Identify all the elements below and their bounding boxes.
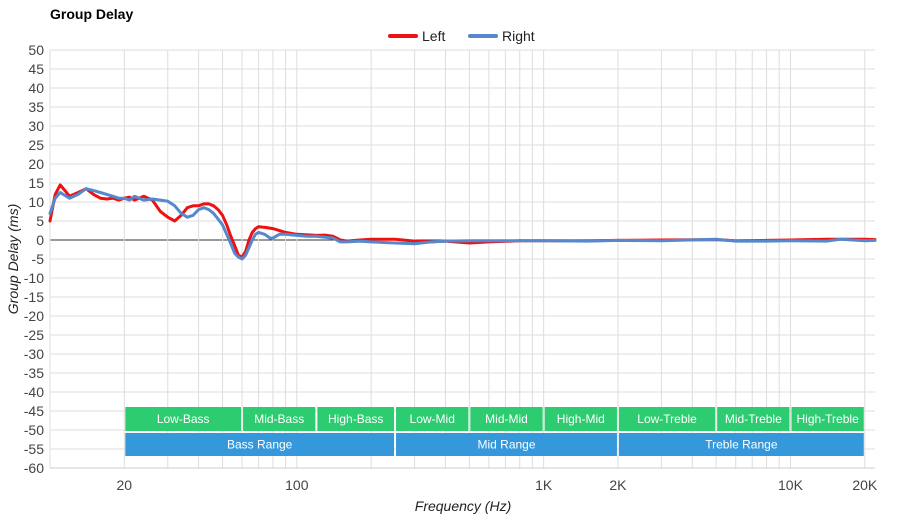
y-tick-label: -20 xyxy=(24,308,44,324)
x-tick-label: 2K xyxy=(609,477,627,493)
x-tick-label: 100 xyxy=(285,477,309,493)
frequency-ranges: Low-Bass Mid-Bass High-Bass Low-Mid Mid-Mid H… xyxy=(125,407,864,456)
sub-range-band-label: Low-Mid xyxy=(410,412,455,426)
y-tick-label: -35 xyxy=(24,365,44,381)
legend[interactable]: Left Right xyxy=(388,28,535,44)
sub-range-band-label: High-Mid xyxy=(557,412,605,426)
series xyxy=(48,183,877,261)
sub-range-band-label: Low-Bass xyxy=(157,412,210,426)
y-tick-label: 50 xyxy=(28,42,44,58)
sub-range-band-label: Mid-Treble xyxy=(725,412,782,426)
y-tick-label: 45 xyxy=(28,61,44,77)
y-tick-label: 20 xyxy=(28,156,44,172)
sub-range-band xyxy=(717,407,790,431)
legend-item-right[interactable]: Right xyxy=(468,28,535,44)
y-tick-label: 35 xyxy=(28,99,44,115)
sub-range-band-label: High-Bass xyxy=(328,412,383,426)
series-line-right xyxy=(48,187,877,261)
y-axis-title: Group Delay (ms) xyxy=(5,204,21,314)
main-range-band xyxy=(618,433,864,456)
y-tick-label: -15 xyxy=(24,289,44,305)
y-axis-ticks: 50454035302520151050-5-10-15-20-25-30-35… xyxy=(24,42,44,476)
sub-range-band-label: High-Treble xyxy=(797,412,860,426)
main-range-band-label: Treble Range xyxy=(705,438,778,452)
sub-range-band-label: Low-Treble xyxy=(637,412,697,426)
y-tick-label: -10 xyxy=(24,270,44,286)
y-tick-label: 15 xyxy=(28,175,44,191)
y-tick-label: 30 xyxy=(28,118,44,134)
y-tick-label: -45 xyxy=(24,403,44,419)
main-range-band-label: Mid Range xyxy=(477,438,535,452)
y-tick-label: 5 xyxy=(36,213,44,229)
x-tick-label: 1K xyxy=(535,477,553,493)
x-axis-title: Frequency (Hz) xyxy=(415,498,511,514)
legend-item-left[interactable]: Left xyxy=(388,28,445,44)
sub-range-band xyxy=(544,407,617,431)
y-tick-label: -5 xyxy=(32,251,45,267)
sub-range-band xyxy=(618,407,716,431)
sub-range-band xyxy=(243,407,316,431)
y-tick-label: 40 xyxy=(28,80,44,96)
y-tick-label: -55 xyxy=(24,441,44,457)
x-tick-label: 20 xyxy=(117,477,133,493)
legend-label: Right xyxy=(502,28,535,44)
x-axis-ticks: 20 100 1K 2K 10K 20K xyxy=(117,477,878,493)
sub-range-band xyxy=(125,407,242,431)
sub-range-band xyxy=(791,407,864,431)
y-tick-label: 0 xyxy=(36,232,44,248)
y-tick-label: -25 xyxy=(24,327,44,343)
y-tick-label: -50 xyxy=(24,422,44,438)
sub-range-band-label: Mid-Bass xyxy=(254,412,304,426)
x-tick-label: 10K xyxy=(778,477,804,493)
y-tick-label: -60 xyxy=(24,460,44,476)
main-range-band xyxy=(396,433,617,456)
legend-label: Left xyxy=(422,28,445,44)
sub-range-band xyxy=(470,407,543,431)
grid xyxy=(49,49,875,469)
y-tick-label: -30 xyxy=(24,346,44,362)
y-tick-label: -40 xyxy=(24,384,44,400)
sub-range-band xyxy=(317,407,395,431)
y-tick-label: 25 xyxy=(28,137,44,153)
x-tick-label: 20K xyxy=(852,477,878,493)
y-tick-label: 10 xyxy=(28,194,44,210)
main-range-band xyxy=(125,433,395,456)
sub-range-band-label: Mid-Mid xyxy=(485,412,528,426)
main-range-band-label: Bass Range xyxy=(227,438,293,452)
chart-title: Group Delay xyxy=(50,6,134,22)
sub-range-band xyxy=(396,407,469,431)
